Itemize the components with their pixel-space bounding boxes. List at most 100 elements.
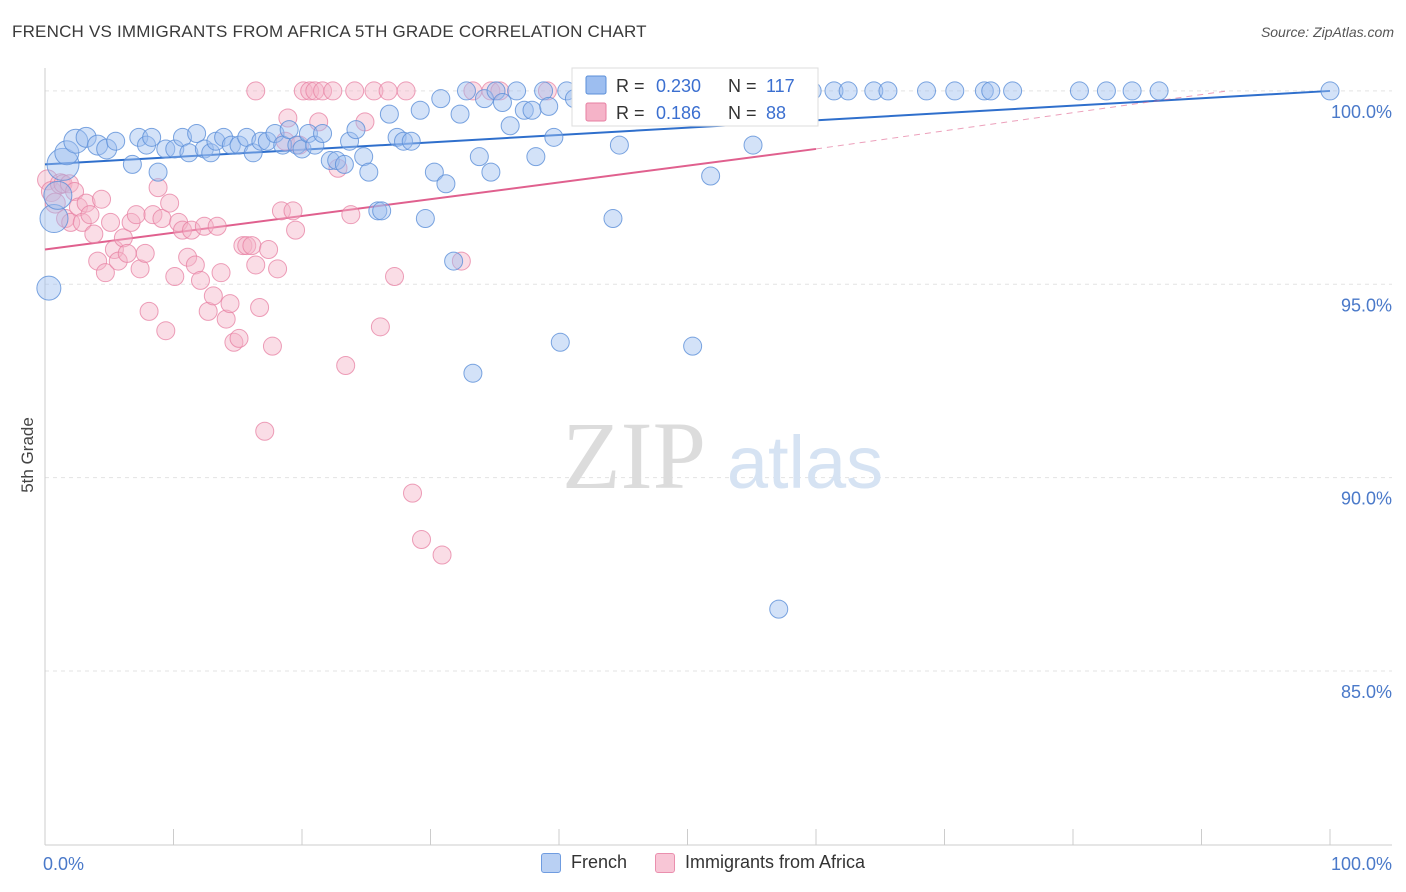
legend-item-french[interactable]: French (540, 852, 627, 873)
french-point-80[interactable] (609, 135, 629, 155)
africa-point-14[interactable] (88, 251, 108, 271)
french-point-2[interactable] (43, 180, 73, 210)
french-point-42[interactable] (346, 120, 366, 140)
french-point-101[interactable] (945, 81, 965, 101)
africa-point-73[interactable] (345, 81, 365, 101)
french-point-85[interactable] (683, 336, 703, 356)
french-point-5[interactable] (63, 128, 89, 154)
french-point-59[interactable] (463, 363, 483, 383)
french-point-51[interactable] (410, 100, 430, 120)
legend-item-africa[interactable]: Immigrants from Africa (654, 852, 865, 873)
africa-point-55[interactable] (259, 239, 279, 259)
africa-point-17[interactable] (101, 212, 121, 232)
africa-point-24[interactable] (130, 259, 150, 279)
africa-point-51[interactable] (246, 255, 266, 275)
africa-point-49[interactable] (237, 236, 257, 256)
french-point-9[interactable] (106, 131, 126, 151)
africa-point-10[interactable] (72, 212, 92, 232)
french-point-19[interactable] (187, 123, 207, 143)
french-point-47[interactable] (379, 104, 399, 124)
french-point-24[interactable] (221, 135, 241, 155)
africa-point-31[interactable] (160, 193, 180, 213)
french-point-18[interactable] (179, 143, 199, 163)
french-point-107[interactable] (1122, 81, 1142, 101)
french-point-69[interactable] (526, 147, 546, 167)
french-point-70[interactable] (534, 81, 554, 101)
africa-point-46[interactable] (224, 332, 244, 352)
french-point-87[interactable] (701, 166, 721, 186)
french-point-54[interactable] (431, 89, 451, 109)
africa-point-25[interactable] (135, 243, 155, 263)
africa-point-57[interactable] (268, 259, 288, 279)
africa-point-62[interactable] (286, 220, 306, 240)
africa-point-38[interactable] (190, 270, 210, 290)
french-point-55[interactable] (436, 174, 456, 194)
french-point-56[interactable] (444, 251, 464, 271)
africa-point-20[interactable] (113, 228, 133, 248)
africa-point-35[interactable] (178, 247, 198, 267)
french-point-103[interactable] (981, 81, 1001, 101)
french-point-68[interactable] (522, 100, 542, 120)
french-point-61[interactable] (474, 89, 494, 109)
french-point-105[interactable] (1069, 81, 1089, 101)
french-point-53[interactable] (424, 162, 444, 182)
africa-point-76[interactable] (370, 317, 390, 337)
africa-point-8[interactable] (65, 181, 85, 201)
french-point-64[interactable] (492, 93, 512, 113)
french-point-108[interactable] (1149, 81, 1169, 101)
africa-point-2[interactable] (44, 192, 66, 214)
africa-point-28[interactable] (148, 178, 168, 198)
french-point-60[interactable] (469, 147, 489, 167)
french-point-50[interactable] (401, 131, 421, 151)
french-point-62[interactable] (481, 162, 501, 182)
africa-point-77[interactable] (378, 81, 398, 101)
french-point-73[interactable] (550, 332, 570, 352)
africa-point-40[interactable] (198, 301, 218, 321)
french-point-102[interactable] (974, 81, 994, 101)
africa-point-4[interactable] (53, 174, 73, 194)
africa-point-75[interactable] (364, 81, 384, 101)
french-point-1[interactable] (39, 204, 69, 234)
africa-point-12[interactable] (80, 205, 100, 225)
french-point-37[interactable] (313, 123, 333, 143)
africa-point-36[interactable] (181, 220, 201, 240)
africa-point-80[interactable] (403, 483, 423, 503)
french-point-49[interactable] (394, 131, 414, 151)
french-point-98[interactable] (864, 81, 884, 101)
africa-point-72[interactable] (341, 205, 361, 225)
africa-point-81[interactable] (412, 530, 432, 550)
french-point-46[interactable] (372, 201, 392, 221)
africa-point-50[interactable] (242, 236, 262, 256)
africa-point-43[interactable] (211, 263, 231, 283)
french-point-109[interactable] (1320, 81, 1340, 101)
french-point-96[interactable] (824, 81, 844, 101)
french-point-104[interactable] (1003, 81, 1023, 101)
africa-point-82[interactable] (432, 545, 452, 565)
french-point-91[interactable] (743, 135, 763, 155)
africa-point-68[interactable] (313, 81, 333, 101)
africa-point-79[interactable] (396, 81, 416, 101)
french-point-44[interactable] (359, 162, 379, 182)
french-point-40[interactable] (334, 154, 354, 174)
africa-point-30[interactable] (156, 321, 176, 341)
africa-point-45[interactable] (220, 294, 240, 314)
french-point-57[interactable] (450, 104, 470, 124)
africa-point-16[interactable] (95, 263, 115, 283)
french-point-21[interactable] (201, 143, 221, 163)
french-point-14[interactable] (148, 162, 168, 182)
africa-point-23[interactable] (126, 205, 146, 225)
africa-point-42[interactable] (207, 216, 227, 236)
french-point-52[interactable] (415, 209, 435, 229)
french-point-41[interactable] (340, 131, 360, 151)
africa-point-64[interactable] (293, 81, 313, 101)
french-point-65[interactable] (500, 116, 520, 136)
africa-point-21[interactable] (117, 243, 137, 263)
french-point-63[interactable] (486, 81, 506, 101)
french-point-30[interactable] (265, 123, 285, 143)
french-point-99[interactable] (878, 81, 898, 101)
africa-point-7[interactable] (61, 212, 81, 232)
french-point-23[interactable] (214, 127, 234, 147)
french-point-35[interactable] (298, 123, 318, 143)
french-point-36[interactable] (305, 135, 325, 155)
africa-point-52[interactable] (250, 297, 270, 317)
